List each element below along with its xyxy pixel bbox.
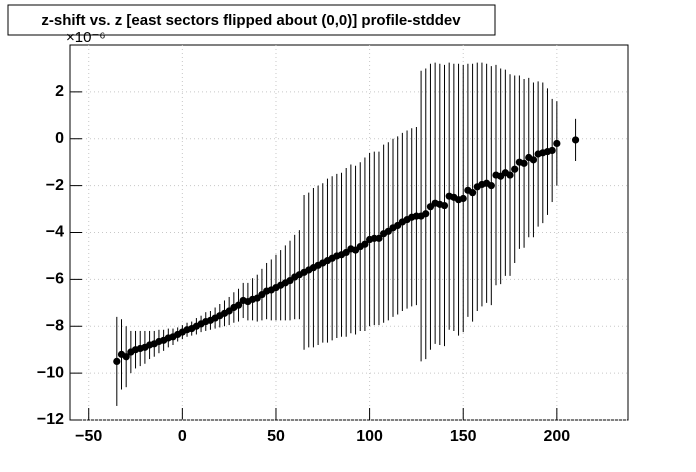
y-exponent-label: ×10⁻⁶ xyxy=(66,29,106,46)
y-tick-label: 2 xyxy=(55,83,64,100)
y-tick-label: −8 xyxy=(46,317,64,334)
data-point xyxy=(553,139,561,148)
x-tick-label: 50 xyxy=(267,428,285,445)
x-tick-label: 150 xyxy=(450,428,477,445)
data-point xyxy=(459,194,467,203)
y-tick-label: −10 xyxy=(37,364,64,381)
data-point xyxy=(529,156,538,164)
data-point xyxy=(511,165,519,173)
y-tick-label: −6 xyxy=(46,271,64,288)
x-tick-label: 100 xyxy=(356,428,383,445)
x-tick-label: 200 xyxy=(543,428,570,445)
y-tick-label: −2 xyxy=(46,177,64,194)
x-tick-label: 0 xyxy=(178,428,187,445)
data-point xyxy=(122,353,130,361)
data-point xyxy=(506,171,514,179)
data-point xyxy=(361,240,369,248)
data-point xyxy=(520,159,528,167)
chart-title: z-shift vs. z [east sectors flipped abou… xyxy=(41,12,461,29)
data-point xyxy=(113,357,121,366)
x-tick-label: −50 xyxy=(75,428,102,445)
data-point xyxy=(548,146,556,155)
y-tick-label: −4 xyxy=(46,224,64,241)
y-tick-label: 0 xyxy=(55,130,64,147)
data-point xyxy=(571,136,580,144)
title-box xyxy=(7,4,496,36)
data-point xyxy=(422,210,430,218)
y-tick-label: −12 xyxy=(37,411,64,428)
data-point xyxy=(468,189,477,197)
data-point xyxy=(375,234,383,242)
data-point xyxy=(234,301,243,309)
data-point xyxy=(487,182,495,190)
data-point xyxy=(440,201,449,210)
